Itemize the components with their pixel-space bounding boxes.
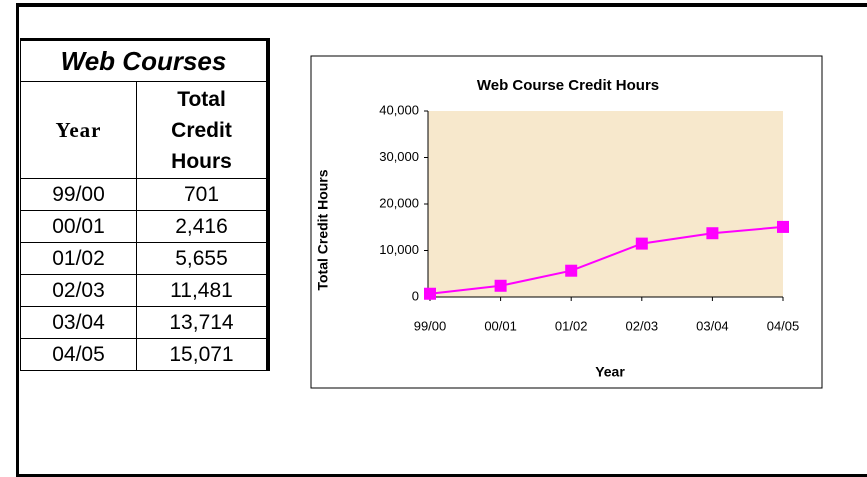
x-tick-label: 99/00 bbox=[414, 318, 447, 333]
table-cell: 701 bbox=[136, 178, 269, 211]
table-row: 00/01 2,416 bbox=[20, 210, 269, 243]
y-tick-label: 20,000 bbox=[379, 195, 419, 210]
y-tick-label: 30,000 bbox=[379, 149, 419, 164]
table-cell: 13,714 bbox=[136, 306, 269, 339]
table-row: 04/05 15,071 bbox=[20, 338, 269, 371]
table-cell: 03/04 bbox=[20, 306, 137, 339]
x-axis-label: Year bbox=[595, 364, 625, 380]
frame bbox=[16, 3, 867, 477]
table-row: 01/02 5,655 bbox=[20, 242, 269, 275]
x-tick-label: 01/02 bbox=[555, 318, 588, 333]
table-cell: 02/03 bbox=[20, 274, 137, 307]
table-cell: 5,655 bbox=[136, 242, 269, 275]
marker bbox=[706, 227, 719, 240]
marker bbox=[777, 220, 789, 233]
table-cell: 00/01 bbox=[20, 210, 137, 243]
x-tick-label: 03/04 bbox=[696, 318, 729, 333]
table-cell: 04/05 bbox=[20, 338, 137, 371]
line bbox=[429, 225, 784, 295]
x-tick-label: 02/03 bbox=[626, 318, 659, 333]
marker bbox=[424, 287, 436, 300]
marker bbox=[565, 264, 578, 277]
table-cell: 2,416 bbox=[136, 210, 269, 243]
y-tick-label: 0 bbox=[412, 288, 419, 303]
table-body: 99/00 701 00/01 2,416 01/02 5,655 02/03 11,481 0… bbox=[20, 178, 269, 371]
header-cell: Total Credit Hours bbox=[136, 81, 269, 179]
y-axis-label: Total Credit Hours bbox=[315, 169, 331, 290]
chart-title: Web Course Credit Hours bbox=[477, 77, 659, 94]
plot-area bbox=[428, 111, 783, 297]
y-tick-label: 10,000 bbox=[379, 242, 419, 257]
header-cell: Year bbox=[20, 81, 137, 179]
table-row: 03/04 13,714 bbox=[20, 306, 269, 339]
table-cell: 01/02 bbox=[20, 242, 137, 275]
marker bbox=[494, 279, 507, 292]
table-cell: 15,071 bbox=[136, 338, 269, 371]
x-tick-label: 00/01 bbox=[484, 318, 517, 333]
marker bbox=[635, 237, 648, 250]
data-table: Web Courses Year Total Credit Hours 99/0… bbox=[20, 38, 270, 371]
x-tick-label: 04/05 bbox=[767, 318, 800, 333]
y-tick-label: 40,000 bbox=[379, 102, 419, 117]
